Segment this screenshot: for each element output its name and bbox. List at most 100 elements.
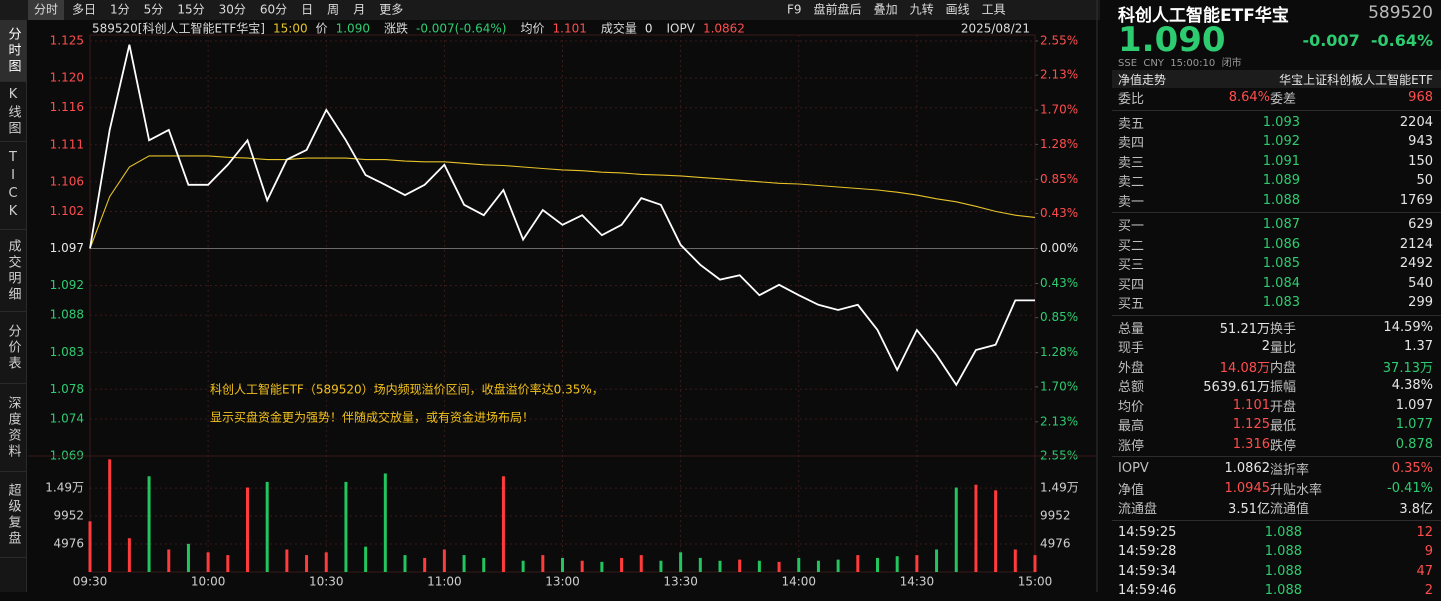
tool-button[interactable]: 盘前盘后 <box>814 2 862 17</box>
fund-name: 华宝上证科创板人工智能ETF <box>1279 72 1433 87</box>
trade-price: 1.088 <box>1264 563 1302 579</box>
stat-label: IOPV <box>1118 461 1149 477</box>
volume-bar <box>561 557 564 572</box>
side-tab[interactable]: 成交明细 <box>0 230 26 312</box>
y-tick-label: 1.074 <box>50 411 84 425</box>
volume-bar <box>403 555 407 572</box>
level-price: 1.083 <box>1262 295 1300 311</box>
side-tab[interactable]: 深度资料 <box>0 384 26 472</box>
x-tick-label: 10:30 <box>309 575 344 589</box>
tool-button[interactable]: 九转 <box>910 2 934 17</box>
header-label: 价 <box>316 22 328 36</box>
period-selected <box>28 0 65 20</box>
period-tab[interactable]: 月 <box>353 3 365 17</box>
period-tab[interactable]: 60分 <box>260 3 287 17</box>
side-tab[interactable]: TICK <box>0 142 26 230</box>
x-tick-label: 15:00 <box>1018 575 1053 589</box>
volume-tick-label-right: 1.49万 <box>1040 481 1079 495</box>
stat-value: 1.0945 <box>1224 480 1271 496</box>
trade-price: 1.088 <box>1264 524 1302 540</box>
stat-label: 流通盘 <box>1118 502 1158 518</box>
stat-value: 1.097 <box>1395 397 1433 413</box>
y-tick-label: 1.125 <box>50 34 84 48</box>
volume-tick-label-right: 9952 <box>1040 508 1071 522</box>
stat-label: 现手 <box>1118 341 1145 357</box>
tool-button[interactable]: 叠加 <box>874 3 898 17</box>
trade-row: 14:59:25 1.088 12 <box>1112 523 1441 543</box>
volume-bar <box>246 487 249 572</box>
volume-bar <box>265 481 269 572</box>
period-tab[interactable]: 30分 <box>219 3 246 17</box>
side-tab[interactable]: 分时图 <box>0 20 26 82</box>
header-date: 2025/08/21 <box>961 22 1030 36</box>
toolbar-bg <box>0 0 1100 20</box>
period-tab[interactable]: 分时 <box>34 3 58 17</box>
level-label: 买二 <box>1118 238 1145 254</box>
side-tab[interactable]: K线图 <box>0 82 26 142</box>
volume-bar <box>167 549 171 572</box>
header-label: IOPV <box>667 22 696 36</box>
period-tab[interactable]: 日 <box>301 3 313 17</box>
trade-time: 14:59:34 <box>1118 563 1177 579</box>
quote-meta: SSE CNY 15:00:10 闭市 <box>1118 58 1242 69</box>
side-tab[interactable]: 超级复盘 <box>0 472 26 558</box>
level-volume: 299 <box>1408 295 1433 311</box>
trade-time: 14:59:46 <box>1118 583 1177 599</box>
volume-bar <box>383 473 387 572</box>
period-tab[interactable]: 多日 <box>72 3 96 17</box>
tool-button[interactable]: 工具 <box>982 3 1006 17</box>
header-time: 15:00 <box>273 22 308 36</box>
y-tick-label: 1.116 <box>50 100 84 114</box>
trade-row: 14:59:28 1.088 9 <box>1112 542 1441 562</box>
quote-change: -0.007 <box>1302 30 1360 50</box>
volume-bar <box>1033 555 1037 572</box>
stat-row: 流通盘 3.51亿 流通值 3.8亿 <box>1112 498 1441 518</box>
level-volume: 2124 <box>1399 236 1433 252</box>
level-label: 买四 <box>1118 277 1145 293</box>
period-tab[interactable]: 5分 <box>144 3 164 17</box>
order-level: 买一 1.087 629 <box>1112 215 1441 235</box>
side-tab[interactable]: 分价表 <box>0 312 26 384</box>
ratio-value: 968 <box>1408 90 1433 106</box>
volume-bar <box>974 484 978 572</box>
level-price: 1.092 <box>1262 134 1300 150</box>
header-label: 成交量 <box>601 21 637 36</box>
order-level: 买三 1.085 2492 <box>1112 254 1441 274</box>
trade-volume: 2 <box>1424 583 1433 599</box>
y-tick-label: 1.088 <box>50 308 84 322</box>
period-tab[interactable]: 15分 <box>177 3 204 17</box>
period-tab[interactable]: 更多 <box>379 3 403 17</box>
period-tab[interactable]: 1分 <box>110 3 130 17</box>
annotation: 科创人工智能ETF（589520）场内频现溢价区间，收盘溢价率达0.35%， <box>210 382 604 397</box>
stat-value: 14.08万 <box>1219 360 1270 376</box>
level-label: 买三 <box>1118 258 1145 274</box>
quote-panel: 科创人工智能ETF华宝 589520 1.090 -0.007 -0.64% S… <box>1112 0 1441 598</box>
level-volume: 2492 <box>1399 256 1433 272</box>
tool-button[interactable]: F9 <box>787 3 802 17</box>
ratio-label: 委差 <box>1270 92 1297 108</box>
level-price: 1.086 <box>1262 236 1300 252</box>
nav-tab[interactable]: 净值走势 <box>1118 72 1167 87</box>
volume-bar <box>876 557 879 572</box>
level-label: 卖五 <box>1118 116 1145 132</box>
stat-label: 换手 <box>1270 321 1297 337</box>
tool-button[interactable]: 画线 <box>946 3 970 17</box>
order-level: 卖一 1.088 1769 <box>1112 191 1441 211</box>
y-tick-label: 1.092 <box>50 278 84 292</box>
header-label: 涨跌 <box>384 21 408 36</box>
volume-bar <box>797 557 801 572</box>
y2-tick-label: 1.70% <box>1040 103 1078 117</box>
volume-bar <box>324 552 328 572</box>
level-price: 1.091 <box>1262 153 1300 169</box>
stat-label: 跌停 <box>1270 438 1297 454</box>
stat-label: 涨停 <box>1118 438 1145 454</box>
level-volume: 50 <box>1416 173 1433 189</box>
y2-tick-label: 1.28% <box>1040 137 1078 151</box>
volume-bar <box>541 555 545 572</box>
stat-label: 总量 <box>1118 321 1145 337</box>
volume-bar <box>600 561 604 572</box>
nav-row: 净值走势 华宝上证科创板人工智能ETF <box>1112 70 1441 88</box>
volume-bar <box>108 459 112 572</box>
period-tab[interactable]: 周 <box>327 3 339 17</box>
